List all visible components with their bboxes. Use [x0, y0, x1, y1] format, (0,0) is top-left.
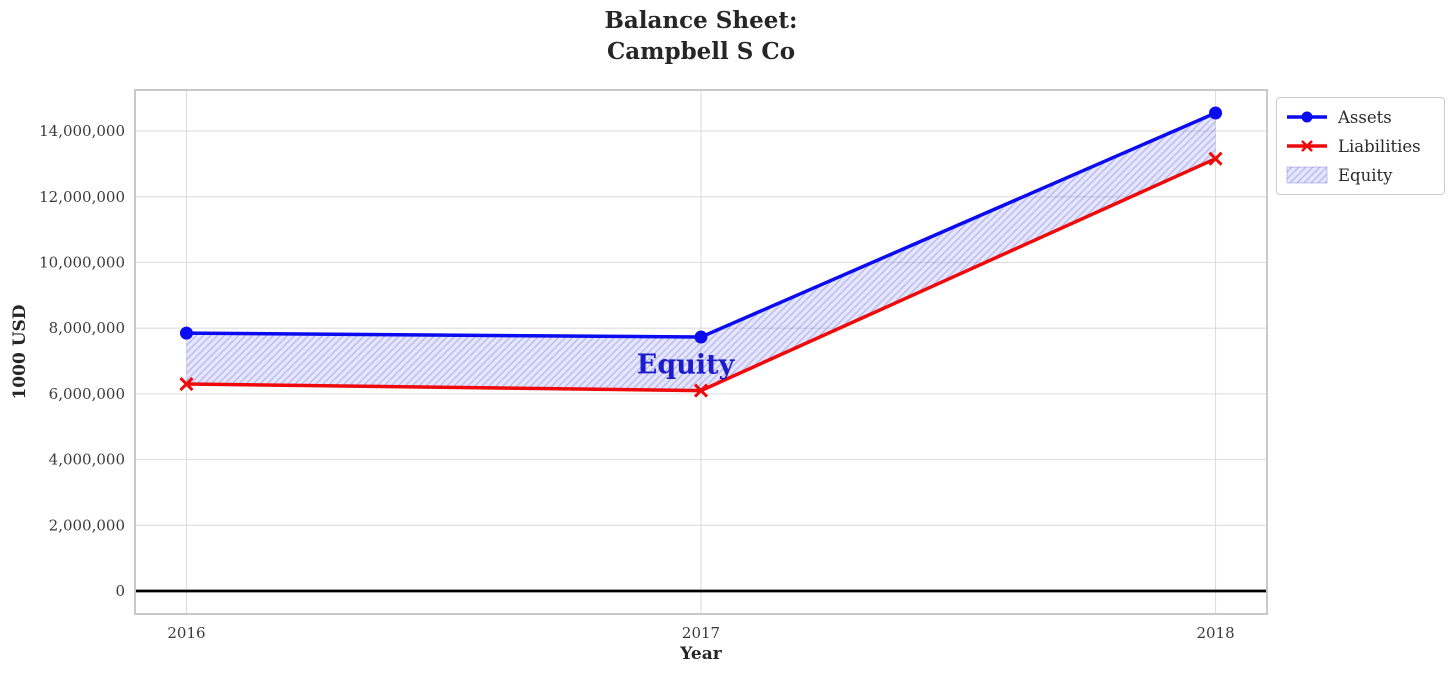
y-tick-label: 2,000,000 [49, 516, 125, 534]
x-tick-label: 2016 [167, 624, 205, 642]
x-tick-label: 2017 [682, 624, 720, 642]
legend-item-liabilities: Liabilities [1286, 134, 1435, 158]
chart-title: Balance Sheet: Campbell S Co [604, 7, 798, 65]
assets-marker [694, 330, 708, 344]
legend-label: Assets [1338, 107, 1392, 127]
y-tick-label: 10,000,000 [39, 253, 125, 271]
equity-annotation: Equity [637, 349, 736, 380]
legend-item-assets: Assets [1286, 105, 1435, 129]
y-tick-label: 8,000,000 [49, 319, 125, 337]
assets-marker [179, 326, 193, 340]
legend-label: Liabilities [1338, 136, 1421, 156]
legend: Assets Liabilities Equity [1276, 97, 1445, 195]
legend-circle-marker-icon [1301, 111, 1313, 123]
x-tick-label: 2018 [1196, 624, 1234, 642]
plot-border [134, 89, 1268, 615]
assets-marker [1209, 106, 1223, 120]
liabilities-marker [179, 376, 194, 392]
legend-swatch-equity [1286, 166, 1328, 184]
y-tick-label: 4,000,000 [49, 451, 125, 469]
y-tick-label: 6,000,000 [49, 385, 125, 403]
liabilities-marker [1208, 151, 1223, 166]
legend-swatch-assets [1287, 111, 1327, 123]
legend-patch-hatch [1287, 167, 1327, 183]
y-tick-label: 0 [115, 582, 125, 600]
legend-label: Equity [1338, 165, 1393, 185]
legend-swatch-liabilities [1287, 140, 1327, 152]
y-tick-label: 12,000,000 [39, 188, 125, 206]
equity-hatch [186, 112, 1216, 391]
x-axis-label: Year [680, 644, 722, 664]
legend-item-equity: Equity [1286, 163, 1435, 187]
liabilities-marker [693, 383, 709, 398]
y-tick-label: 14,000,000 [39, 122, 125, 140]
legend-x-marker-icon [1301, 140, 1313, 152]
